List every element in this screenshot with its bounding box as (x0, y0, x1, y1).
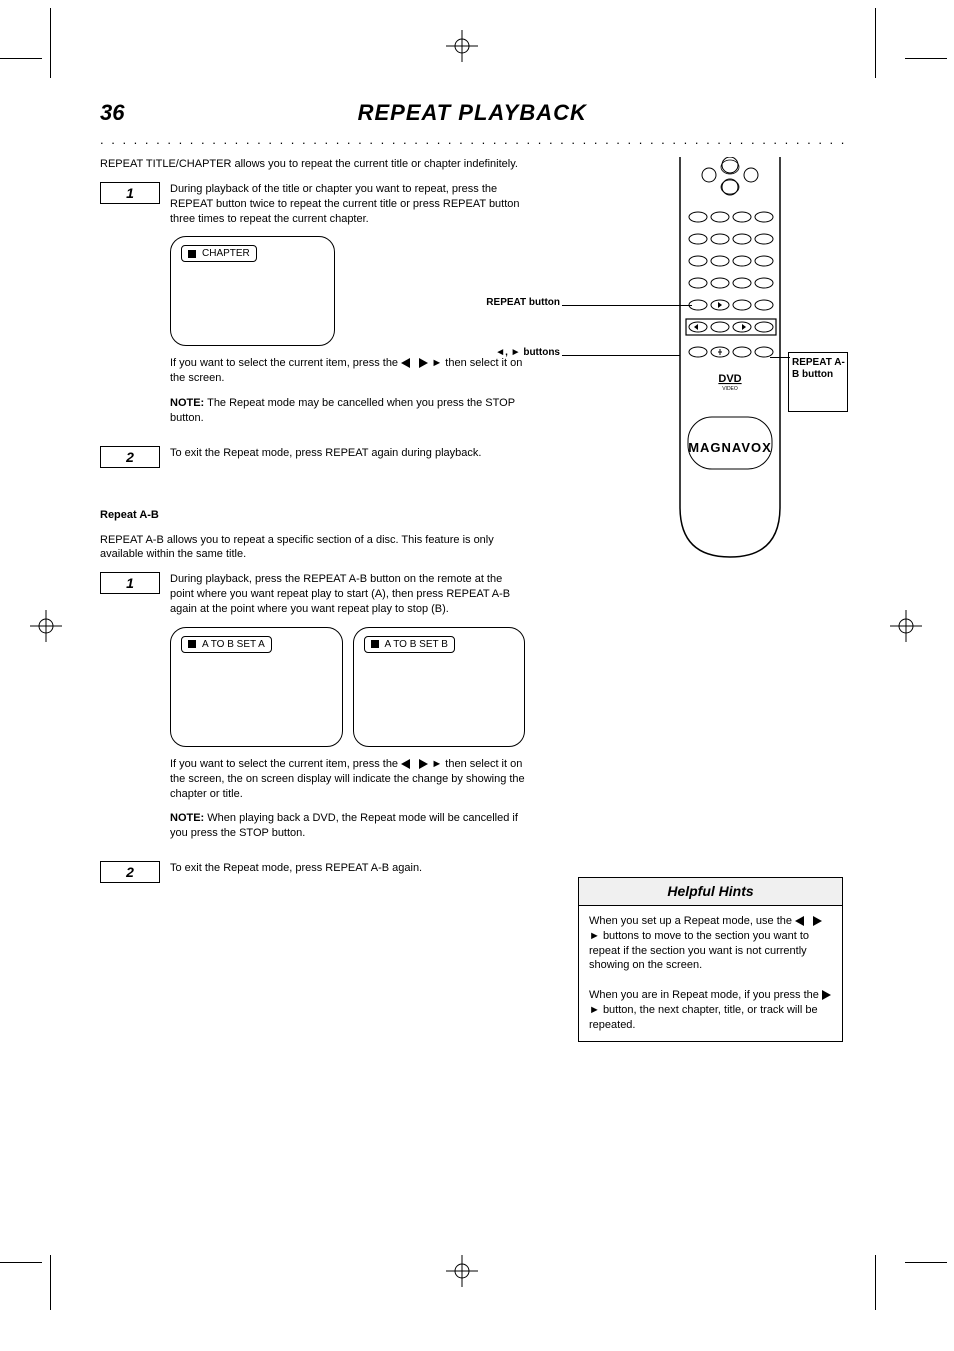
dotted-rule: . . . . . . . . . . . . . . . . . . . . … (100, 132, 850, 147)
crop-mark (0, 1262, 42, 1263)
crop-mark (905, 1262, 947, 1263)
remote-figure: DVD VIDEO MAGNAVOX REPEAT button ◄, ► bu… (570, 157, 850, 592)
crop-mark (875, 1255, 876, 1310)
registration-mark-icon (446, 1255, 478, 1287)
callout-line (562, 355, 680, 356)
section-heading: Repeat A-B (100, 508, 525, 523)
note-label: NOTE: (170, 812, 204, 824)
body-paragraph: If you want to select the current item, … (170, 356, 525, 386)
registration-mark-icon (30, 610, 62, 642)
text-fragment: When you set up a Repeat mode, use the (589, 915, 795, 927)
callout-line (562, 305, 692, 306)
text-fragment: ► buttons to move to the section you wan… (589, 930, 809, 972)
right-triangle-icon (813, 916, 822, 926)
osd-display-box: CHAPTER (170, 236, 335, 346)
crop-mark (50, 1255, 51, 1310)
step-text: During playback of the title or chapter … (170, 182, 525, 227)
osd-square-icon (188, 640, 196, 648)
svg-text:VIDEO: VIDEO (722, 386, 738, 392)
step-number-box: 1 (100, 572, 160, 594)
hints-box: Helpful Hints When you set up a Repeat m… (578, 877, 843, 1042)
left-triangle-icon (795, 916, 804, 926)
callout-line (770, 357, 790, 358)
text-fragment: If you want to select the current item, … (170, 357, 401, 369)
note-block: NOTE: The Repeat mode may be cancelled w… (170, 396, 525, 426)
callout-label-repeat: REPEAT button (485, 297, 560, 309)
callout-label-ab: REPEAT A-B button (792, 357, 847, 381)
osd-square-icon (188, 250, 196, 258)
crop-mark (875, 8, 876, 78)
crop-mark (0, 58, 42, 59)
intro-text: REPEAT TITLE/CHAPTER allows you to repea… (100, 157, 525, 172)
note-label: NOTE: (170, 397, 204, 409)
step-number-box: 2 (100, 446, 160, 468)
step-2b: 2 To exit the Repeat mode, press REPEAT … (100, 861, 525, 883)
registration-mark-icon (890, 610, 922, 642)
note-block: NOTE: When playing back a DVD, the Repea… (170, 811, 525, 841)
left-triangle-icon (401, 759, 410, 769)
section-intro: REPEAT A-B allows you to repeat a specif… (100, 533, 525, 563)
right-triangle-icon (419, 759, 428, 769)
step-number-box: 1 (100, 182, 160, 204)
hints-body: When you set up a Repeat mode, use the ►… (579, 906, 842, 1041)
note-text: The Repeat mode may be cancelled when yo… (170, 397, 515, 424)
registration-mark-icon (446, 30, 478, 62)
page-content: 36 REPEAT PLAYBACK . . . . . . . . . . .… (100, 100, 850, 893)
osd-square-icon (371, 640, 379, 648)
step-1b: 1 During playback, press the REPEAT A-B … (100, 572, 525, 617)
callout-label-arrows: ◄, ► buttons (485, 347, 560, 359)
osd-text: A TO B SET A (202, 639, 265, 650)
step-number-box: 2 (100, 861, 160, 883)
osd-indicator: A TO B SET A (181, 636, 272, 653)
note-text: When playing back a DVD, the Repeat mode… (170, 812, 518, 839)
body-paragraph: If you want to select the current item, … (170, 757, 525, 802)
page-number: 36 (100, 100, 124, 126)
text-fragment: If you want to select the current item, … (170, 758, 401, 770)
right-triangle-icon (822, 990, 831, 1000)
hints-title: Helpful Hints (579, 878, 842, 906)
osd-text: A TO B SET B (385, 639, 448, 650)
left-triangle-icon (401, 358, 410, 368)
text-fragment: When you are in Repeat mode, if you pres… (589, 989, 822, 1001)
text-fragment: ► button, the next chapter, title, or tr… (589, 1004, 818, 1031)
step-text: To exit the Repeat mode, press REPEAT ag… (170, 446, 481, 461)
osd-indicator: CHAPTER (181, 245, 257, 262)
step-text: To exit the Repeat mode, press REPEAT A-… (170, 861, 422, 876)
svg-text:MAGNAVOX: MAGNAVOX (688, 440, 772, 455)
hint-paragraph: When you are in Repeat mode, if you pres… (589, 988, 832, 1033)
step-text: During playback, press the REPEAT A-B bu… (170, 572, 525, 617)
page-header: 36 REPEAT PLAYBACK (100, 100, 850, 126)
osd-display-box: A TO B SET A (170, 627, 343, 747)
osd-display-box: A TO B SET B (353, 627, 526, 747)
osd-indicator: A TO B SET B (364, 636, 455, 653)
right-triangle-icon (419, 358, 428, 368)
section-title: Repeat A-B (100, 509, 159, 521)
page-title: REPEAT PLAYBACK (358, 100, 587, 126)
svg-text:DVD: DVD (718, 373, 741, 385)
crop-mark (50, 8, 51, 78)
crop-mark (905, 58, 947, 59)
osd-row: A TO B SET A A TO B SET B (170, 627, 525, 747)
step-2: 2 To exit the Repeat mode, press REPEAT … (100, 446, 525, 468)
step-1: 1 During playback of the title or chapte… (100, 182, 525, 227)
osd-text: CHAPTER (202, 248, 250, 259)
hint-paragraph: When you set up a Repeat mode, use the ►… (589, 914, 832, 973)
